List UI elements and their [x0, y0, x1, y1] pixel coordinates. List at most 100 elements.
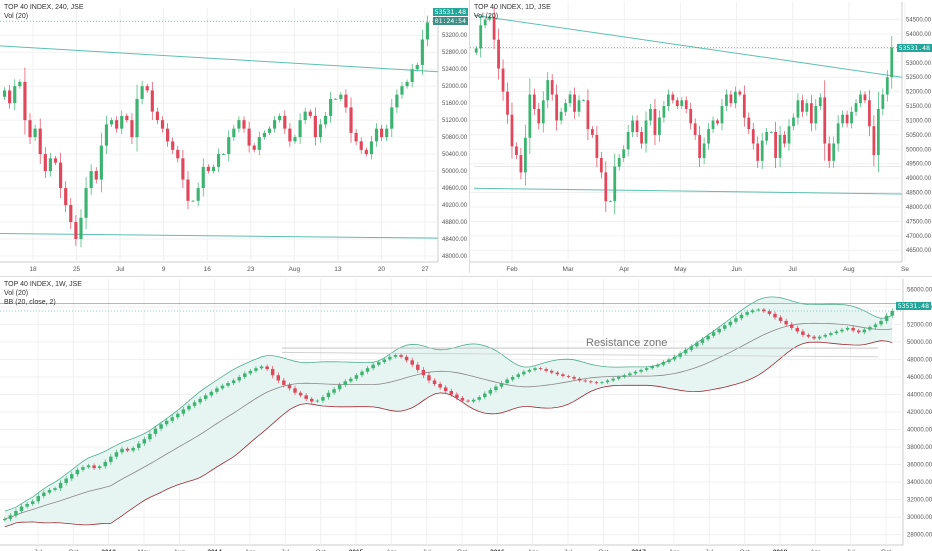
candle-body — [734, 318, 738, 322]
candle-body — [633, 371, 638, 374]
y-tick-label: 28000.00 — [907, 533, 932, 539]
candle-body — [243, 373, 247, 377]
candle-body — [589, 381, 593, 383]
candle-body — [566, 376, 571, 377]
candle-body — [215, 388, 219, 392]
y-tick-label: 53200.00 — [442, 33, 468, 39]
candle-body — [283, 115, 287, 129]
x-tick-label: 16 — [204, 266, 212, 273]
candle-body — [298, 120, 302, 138]
candle-body — [698, 134, 702, 158]
y-tick-label: 52000.00 — [442, 84, 468, 90]
y-tick-label: 47000.00 — [906, 234, 932, 240]
candle-body — [497, 39, 500, 69]
candle-body — [884, 315, 889, 321]
trend-line — [0, 232, 439, 239]
candle-body — [53, 488, 57, 490]
candle-body — [845, 114, 849, 124]
trend-line — [473, 187, 903, 195]
candle-body — [176, 413, 180, 418]
y-tick-label: 49000.00 — [906, 176, 932, 182]
candle-body — [850, 111, 853, 124]
candle-body — [318, 124, 323, 138]
candle-body — [693, 123, 697, 135]
bollinger-upper-line — [4, 296, 893, 512]
x-tick-label: 20 — [378, 266, 386, 273]
resistance-zone-bottom — [281, 352, 879, 358]
candle-body — [537, 108, 541, 124]
candle-body — [104, 124, 109, 146]
candle-body — [343, 381, 347, 385]
candle-body — [47, 489, 52, 493]
bollinger-lower-line — [4, 340, 893, 528]
y-tick-label: 51500.00 — [906, 104, 932, 110]
candle-body — [841, 114, 845, 124]
candle-body — [278, 115, 282, 121]
candle-body — [471, 399, 476, 402]
candle-body — [492, 16, 496, 40]
candle-body — [30, 501, 35, 504]
candle-body — [756, 309, 760, 311]
candle-body — [84, 188, 88, 218]
candle-body — [854, 103, 858, 112]
candle-body — [527, 369, 532, 372]
candle-body — [683, 349, 688, 354]
candle-body — [81, 467, 85, 470]
y-tick-label: 48500.00 — [906, 191, 932, 197]
candle-body — [354, 375, 359, 379]
chart-240[interactable]: 53200.00 52800.00 52400.00 52000.00 51600.00… — [0, 0, 469, 273]
candle-body — [510, 114, 514, 147]
candle-body — [410, 69, 414, 82]
candle-body — [582, 100, 585, 102]
chart-1d[interactable]: 54500.0054000.0053500.0053000.0052500.00… — [469, 0, 932, 273]
candle-body — [120, 115, 124, 129]
candle-body — [662, 106, 666, 118]
candle-body — [829, 333, 833, 335]
candle-body — [653, 108, 657, 135]
candle-body — [876, 108, 880, 156]
candle-body — [415, 64, 419, 70]
y-tick-label: 52500.00 — [906, 75, 932, 81]
candle-body — [427, 375, 431, 381]
candle-body — [23, 81, 27, 121]
candle-body — [488, 16, 492, 20]
candle-body — [702, 143, 706, 158]
candle-body — [420, 39, 424, 65]
candle-body — [388, 356, 392, 360]
candle-body — [729, 94, 733, 104]
candle-body — [756, 143, 760, 161]
candle-body — [611, 378, 615, 381]
candle-body — [232, 128, 236, 138]
candle-body — [666, 94, 670, 107]
y-tick-label: 50000.00 — [906, 147, 932, 153]
candle-body — [308, 111, 312, 116]
candle-body — [196, 188, 200, 201]
candle-body — [390, 107, 394, 129]
y-tick-label: 49600.00 — [442, 186, 468, 192]
candle-body — [94, 171, 98, 180]
candle-body — [303, 111, 307, 121]
candle-body — [717, 328, 721, 333]
candle-body — [216, 154, 221, 167]
candle-body — [622, 375, 627, 377]
candle-body — [725, 94, 728, 107]
x-tick-label: Jun — [731, 266, 742, 273]
candle-body — [796, 100, 800, 118]
chart-1w-vol: Vol (20) — [4, 290, 29, 297]
candle-body — [823, 97, 827, 144]
chart-1w-title: TOP 40 INDEX, 1W, JSE — [4, 281, 82, 288]
chart-1w[interactable]: 56000.0054000.0052000.0050000.0048000.00… — [0, 276, 932, 551]
candle-body — [834, 331, 839, 334]
candle-body — [332, 389, 336, 393]
candle-body — [650, 366, 654, 369]
y-tick-label: 52000.00 — [906, 90, 932, 96]
candle-body — [321, 397, 325, 401]
x-tick-label: May — [674, 266, 687, 273]
candle-body — [254, 368, 258, 371]
candle-body — [760, 140, 764, 161]
candle-body — [644, 368, 649, 370]
candle-body — [337, 384, 342, 390]
candle-body — [577, 100, 581, 112]
y-tick-label: 44000.00 — [907, 392, 932, 398]
candle-body — [8, 515, 13, 519]
